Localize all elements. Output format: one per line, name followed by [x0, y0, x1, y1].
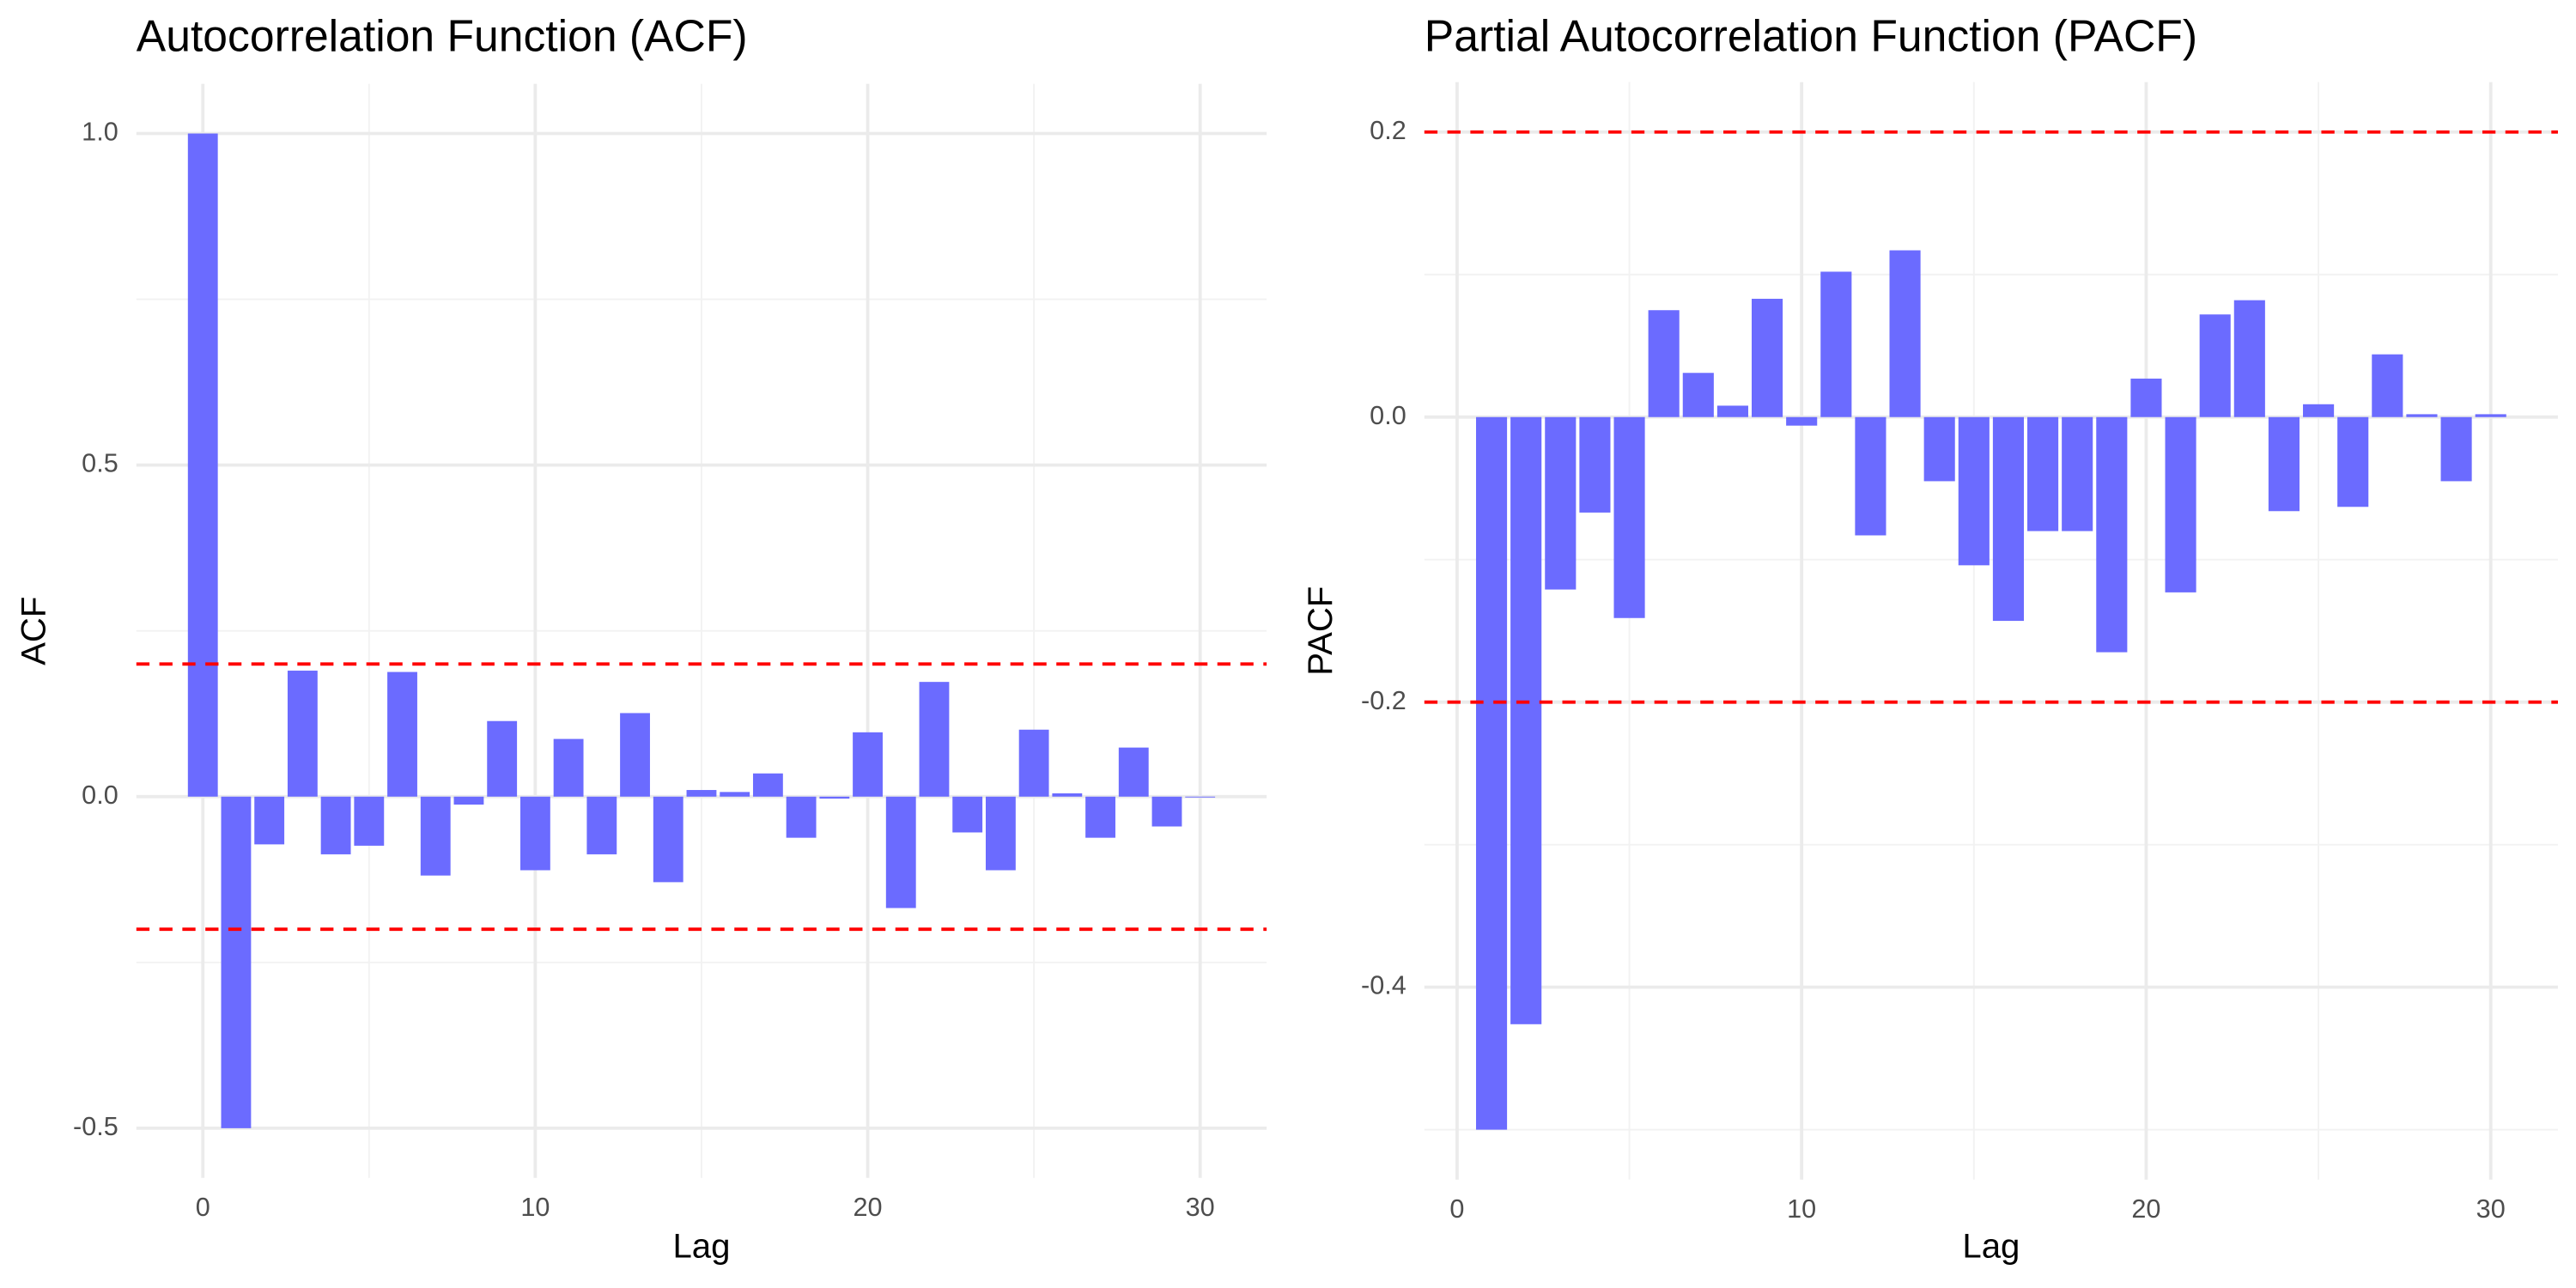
x-tick-label: 20	[2131, 1194, 2160, 1224]
x-tick-label: 20	[854, 1193, 883, 1222]
bar	[1085, 796, 1115, 838]
bar	[254, 796, 285, 845]
bar	[2096, 416, 2128, 653]
bar	[653, 796, 683, 883]
bar	[2233, 300, 2265, 417]
bar	[221, 796, 252, 1128]
bar	[2027, 416, 2059, 532]
bar	[786, 796, 817, 838]
bar	[187, 133, 218, 797]
bar	[752, 773, 783, 797]
bar	[985, 796, 1016, 871]
bar	[919, 682, 950, 797]
bar	[553, 738, 584, 797]
bar	[586, 796, 617, 854]
panel: -0.5 0.0 0.5 1.0 0 10 20 30 Autocorrelation Func…	[15, 11, 1267, 1266]
bar	[819, 796, 850, 799]
bar	[1716, 405, 1748, 417]
y-tick-label: 0.5	[82, 449, 118, 478]
bar	[1151, 796, 1182, 827]
bar	[1018, 729, 1049, 797]
bar	[1052, 793, 1083, 797]
bar	[1958, 416, 1990, 566]
bar	[519, 796, 550, 871]
bar	[453, 796, 484, 805]
chart-title: Autocorrelation Function (ACF)	[137, 11, 748, 61]
bar	[354, 796, 385, 846]
x-tick-label: 10	[1787, 1194, 1816, 1224]
x-tick-label: 0	[196, 1193, 210, 1222]
bar	[2372, 354, 2403, 417]
x-tick-label: 0	[1449, 1194, 1464, 1224]
x-axis-label: Lag	[1962, 1227, 2020, 1266]
bar	[1545, 416, 1577, 590]
bar	[686, 790, 717, 797]
bar	[1855, 416, 1886, 536]
bar	[1786, 416, 1818, 426]
bar	[853, 732, 883, 797]
x-tick-label: 30	[2476, 1194, 2506, 1224]
bar	[2199, 314, 2231, 417]
x-axis-label: Lag	[672, 1227, 730, 1266]
x-tick-label: 10	[520, 1193, 550, 1222]
bar	[1923, 416, 1955, 482]
chart-title: Partial Autocorrelation Function (PACF)	[1425, 11, 2197, 61]
y-axis-label: ACF	[15, 597, 53, 665]
bar	[287, 671, 318, 797]
bar	[2130, 378, 2162, 417]
bar	[1613, 416, 1645, 618]
bar	[1648, 310, 1680, 417]
bar	[1682, 373, 1714, 417]
bar	[420, 796, 451, 876]
bar	[1752, 298, 1783, 417]
y-tick-label: -0.5	[73, 1112, 118, 1141]
y-tick-label: -0.2	[1361, 686, 1406, 715]
bar	[387, 671, 417, 797]
bar	[952, 796, 983, 833]
bar	[1185, 796, 1216, 798]
y-axis-label: PACF	[1301, 586, 1340, 676]
bar	[2268, 416, 2300, 512]
x-tick-label: 30	[1186, 1193, 1215, 1222]
bar	[2303, 404, 2335, 417]
bar	[1992, 416, 2024, 622]
y-tick-label: 0.0	[82, 781, 118, 810]
y-tick-label: 0.0	[1370, 401, 1406, 430]
bar	[2062, 416, 2093, 532]
y-tick-label: -0.4	[1361, 971, 1406, 1000]
panel: -0.4 -0.2 0.0 0.2 0 10 20 30 Partial Autocorrela…	[1301, 11, 2558, 1266]
y-tick-label: 0.2	[1370, 116, 1406, 145]
bar	[1579, 416, 1611, 513]
bar	[2406, 414, 2438, 417]
bar	[487, 720, 518, 797]
bar	[1889, 250, 1921, 417]
bar	[2337, 416, 2369, 507]
bar	[620, 713, 650, 797]
bar	[885, 796, 916, 908]
bar	[1118, 747, 1149, 797]
bar	[1820, 271, 1852, 417]
bar	[2165, 416, 2196, 592]
bar	[320, 796, 351, 854]
bar	[1475, 416, 1508, 1130]
bar	[2440, 416, 2472, 482]
bar	[2475, 414, 2506, 417]
y-tick-label: 1.0	[82, 118, 118, 147]
bar	[1510, 416, 1542, 1024]
bar	[720, 792, 750, 797]
